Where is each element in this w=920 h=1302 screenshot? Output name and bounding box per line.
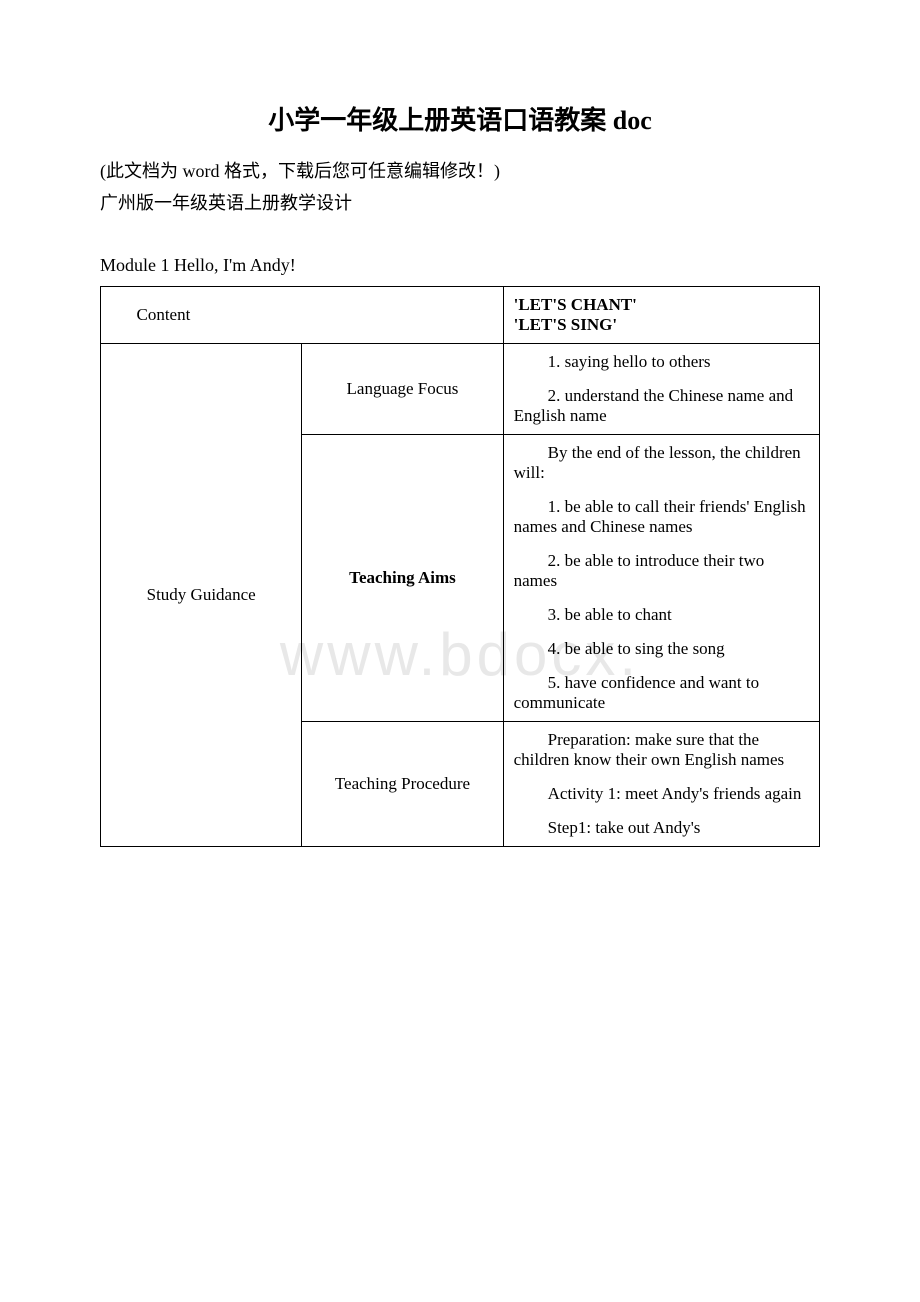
content-label: Content <box>137 305 191 324</box>
language-focus-cell: Language Focus <box>302 344 503 435</box>
ta-item-3: 3. be able to chant <box>514 605 809 625</box>
lf-item-2: 2. understand the Chinese name and Engli… <box>514 386 809 426</box>
tp-activity-1: Activity 1: meet Andy's friends again <box>514 784 809 804</box>
lets-chant-label: 'LET'S CHANT' <box>514 295 809 315</box>
ta-item-2: 2. be able to introduce their two names <box>514 551 809 591</box>
ta-item-4: 4. be able to sing the song <box>514 639 809 659</box>
language-focus-content: 1. saying hello to others 2. understand … <box>503 344 819 435</box>
tp-step-1: Step1: take out Andy's <box>514 818 809 838</box>
lets-sing-label: 'LET'S SING' <box>514 315 809 335</box>
study-guidance-cell: Study Guidance <box>101 344 302 847</box>
ta-item-5: 5. have confidence and want to communica… <box>514 673 809 713</box>
content-cell: Content <box>101 287 504 344</box>
teaching-aims-cell: Teaching Aims <box>302 435 503 722</box>
ta-intro: By the end of the lesson, the children w… <box>514 443 809 483</box>
intro-line-1: (此文档为 word 格式，下载后您可任意编辑修改！) <box>100 157 820 183</box>
intro-line-2: 广州版一年级英语上册教学设计 <box>100 189 820 215</box>
tp-prep: Preparation: make sure that the children… <box>514 730 809 770</box>
table-row: Study Guidance Language Focus 1. saying … <box>101 344 820 435</box>
page-title: 小学一年级上册英语口语教案 doc <box>100 100 820 137</box>
lesson-plan-table: Content 'LET'S CHANT' 'LET'S SING' Study… <box>100 286 820 847</box>
module-heading: Module 1 Hello, I'm Andy! <box>100 255 820 276</box>
lf-item-1: 1. saying hello to others <box>514 352 809 372</box>
teaching-aims-content: By the end of the lesson, the children w… <box>503 435 819 722</box>
ta-item-1: 1. be able to call their friends' Englis… <box>514 497 809 537</box>
teaching-procedure-cell: Teaching Procedure <box>302 722 503 847</box>
teaching-procedure-content: Preparation: make sure that the children… <box>503 722 819 847</box>
lets-chant-sing-cell: 'LET'S CHANT' 'LET'S SING' <box>503 287 819 344</box>
table-row: Content 'LET'S CHANT' 'LET'S SING' <box>101 287 820 344</box>
document-content: 小学一年级上册英语口语教案 doc (此文档为 word 格式，下载后您可任意编… <box>100 100 820 847</box>
